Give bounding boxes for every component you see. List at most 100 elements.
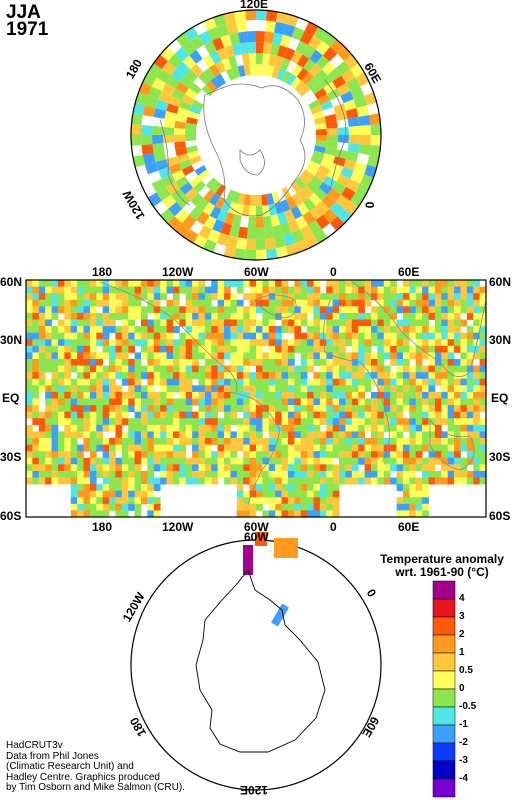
anomaly-cell <box>434 339 442 347</box>
anomaly-cell <box>96 438 104 445</box>
anomaly-cell <box>224 464 231 472</box>
anomaly-cell <box>396 378 404 386</box>
anomaly-cell <box>153 359 161 366</box>
anomaly-cell <box>192 451 199 459</box>
anomaly-cell <box>217 339 225 347</box>
anomaly-cell <box>460 339 468 347</box>
anomaly-cell <box>479 345 486 353</box>
anomaly-cell <box>409 306 417 314</box>
anomaly-cell <box>339 280 346 287</box>
anomaly-cell <box>239 42 249 55</box>
anomaly-cell <box>319 312 327 320</box>
anomaly-cell <box>109 345 116 353</box>
anomaly-cell <box>70 319 78 327</box>
anomaly-cell <box>26 438 33 445</box>
anomaly-cell <box>441 398 449 406</box>
anomaly-cell <box>38 312 46 320</box>
anomaly-cell <box>409 332 417 340</box>
anomaly-cell <box>441 451 449 459</box>
anomaly-cell <box>185 464 193 472</box>
anomaly-cell <box>358 115 371 126</box>
anomaly-cell <box>109 378 116 386</box>
anomaly-cell <box>211 339 219 347</box>
anomaly-cell <box>77 503 84 511</box>
anomaly-cell <box>160 418 167 426</box>
anomaly-cell <box>198 431 206 439</box>
anomaly-cell <box>198 319 206 327</box>
anomaly-cell <box>281 497 289 505</box>
north-label-top: 120E <box>240 0 269 11</box>
anomaly-cell <box>172 286 180 294</box>
anomaly-cell <box>275 497 282 505</box>
anomaly-cell <box>396 438 404 445</box>
anomaly-cell <box>473 418 481 426</box>
anomaly-cell <box>281 438 289 445</box>
anomaly-cell <box>121 339 129 347</box>
anomaly-cell <box>396 359 404 366</box>
anomaly-cell <box>479 306 486 314</box>
anomaly-cell <box>160 424 167 432</box>
anomaly-cell <box>141 345 148 353</box>
anomaly-cell <box>422 312 429 320</box>
anomaly-cell <box>262 510 270 517</box>
anomaly-cell <box>290 206 303 220</box>
anomaly-cell <box>170 68 185 82</box>
anomaly-cell <box>422 464 429 472</box>
anomaly-cell <box>166 378 174 386</box>
anomaly-cell <box>217 424 225 432</box>
anomaly-cell <box>153 444 161 452</box>
anomaly-cell <box>192 457 199 465</box>
anomaly-cell <box>377 385 385 393</box>
anomaly-cell <box>383 345 391 353</box>
anomaly-cell <box>38 372 46 380</box>
anomaly-cell <box>307 378 314 386</box>
anomaly-cell <box>326 497 334 505</box>
anomaly-cell <box>326 306 334 314</box>
anomaly-cell <box>172 339 180 347</box>
credit-line: (Climatic Research Unit) and <box>6 761 134 772</box>
anomaly-cell <box>211 411 219 419</box>
anomaly-cell <box>156 69 171 83</box>
anomaly-cell <box>422 378 429 386</box>
anomaly-cell <box>275 411 282 419</box>
anomaly-cell <box>313 451 321 459</box>
anomaly-cell <box>51 431 59 439</box>
anomaly-cell <box>176 61 191 76</box>
anomaly-cell <box>217 280 225 287</box>
anomaly-cell <box>256 484 263 492</box>
anomaly-cell <box>182 40 197 56</box>
anomaly-cell <box>172 431 180 439</box>
anomaly-cell <box>77 490 84 498</box>
anomaly-cell <box>409 405 417 413</box>
anomaly-cell <box>211 312 219 320</box>
anomaly-cell <box>179 431 187 439</box>
anomaly-cell <box>447 299 455 307</box>
anomaly-cell <box>402 503 410 511</box>
anomaly-cell <box>209 206 222 220</box>
anomaly-cell <box>224 385 231 393</box>
anomaly-cell <box>134 438 142 445</box>
anomaly-cell <box>409 444 417 452</box>
anomaly-cell <box>204 372 212 380</box>
anomaly-cell <box>243 411 251 419</box>
anomaly-cell <box>224 299 231 307</box>
anomaly-cell <box>287 411 295 419</box>
anomaly-cell <box>300 484 308 492</box>
anomaly-cell <box>351 352 359 360</box>
anomaly-cell <box>109 411 116 419</box>
anomaly-cell <box>45 444 52 452</box>
anomaly-cell <box>409 345 417 353</box>
anomaly-cell <box>326 424 334 432</box>
anomaly-cell <box>224 345 231 353</box>
anomaly-cell <box>281 319 289 327</box>
anomaly-cell <box>57 444 65 452</box>
anomaly-cell <box>358 398 366 406</box>
anomaly-cell <box>409 424 417 432</box>
anomaly-cell <box>216 232 230 247</box>
anomaly-cell <box>249 470 257 478</box>
anomaly-cell <box>466 365 474 373</box>
anomaly-cell <box>179 464 187 472</box>
legend-tick-label: 2 <box>459 629 465 640</box>
anomaly-cell <box>26 372 33 380</box>
anomaly-cell <box>268 378 276 386</box>
